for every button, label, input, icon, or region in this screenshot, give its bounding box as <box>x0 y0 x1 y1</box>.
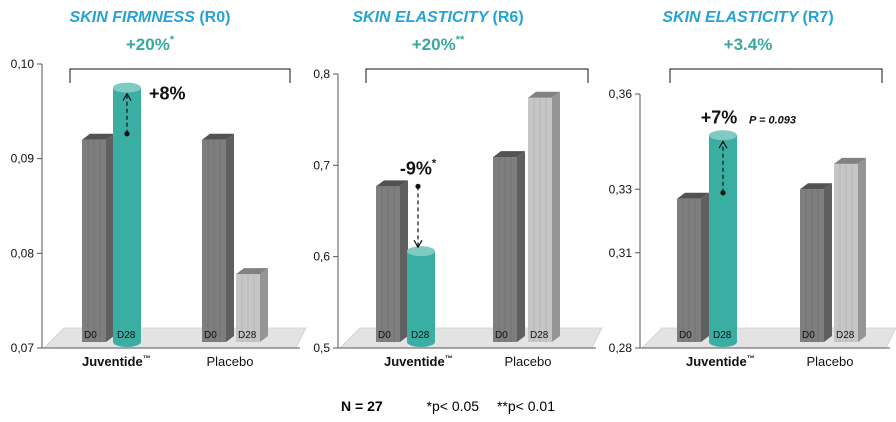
bar-top <box>202 133 234 140</box>
footnote: N = 27 *p< 0.05 **p< 0.01 <box>0 398 896 414</box>
change-annotation: +7% <box>701 107 738 127</box>
footnote-p01: **p< 0.01 <box>496 398 555 414</box>
bar-label: D28 <box>713 330 732 341</box>
chart-panel-3: SKIN ELASTICITY (R7) +3.4% 0,28 0,31 0,33 0,3… <box>609 9 896 369</box>
chart-title: SKIN FIRMNESS (R0) <box>70 9 231 26</box>
y-tick-label: 0,10 <box>11 57 35 71</box>
group-delta: +20%* <box>126 34 175 54</box>
group-delta-stars: ** <box>456 34 465 46</box>
chart-title-suffix: (R7) <box>803 9 834 26</box>
footnote-n: N = 27 <box>341 398 383 414</box>
bar-top <box>82 133 114 140</box>
category-label: Placebo <box>207 354 254 369</box>
trademark: ™ <box>747 354 755 363</box>
chart-panel-1: SKIN FIRMNESS (R0) +20%* 0,07 0,08 0,09 0,10 D… <box>11 9 307 369</box>
chart-panel-2: SKIN ELASTICITY (R6) +20%** 0,5 0,6 0,7 0,8 D0… <box>313 9 603 369</box>
bar-side <box>824 183 832 342</box>
bar-label: D0 <box>495 330 508 341</box>
category-label: Juventide™ <box>384 354 453 369</box>
change-annotation: -9%* <box>400 157 437 178</box>
bar-side <box>226 133 234 342</box>
bar-top <box>407 246 435 257</box>
arrow-head <box>413 239 423 249</box>
bar-label: D28 <box>836 330 855 341</box>
bar-label: D28 <box>411 330 430 341</box>
bar-side <box>260 268 268 342</box>
arrow-head <box>718 140 728 149</box>
y-tick-label: 0,09 <box>11 152 35 166</box>
chart-title: SKIN ELASTICITY (R6) <box>352 9 523 26</box>
category-label: Juventide™ <box>686 354 755 369</box>
bar-side <box>400 180 408 342</box>
bar-top <box>677 192 709 199</box>
bar-label: D28 <box>530 330 549 341</box>
arrow-head <box>122 92 132 101</box>
bar-base <box>407 337 435 347</box>
group-delta-stars: * <box>170 34 175 46</box>
chart-title: SKIN ELASTICITY (R7) <box>662 9 833 26</box>
bar-label: D0 <box>802 330 815 341</box>
bar-top <box>800 183 832 190</box>
bar <box>407 251 435 342</box>
y-tick-label: 0,7 <box>313 158 330 172</box>
bar-label: D28 <box>117 330 136 341</box>
footnote-p05: *p< 0.05 <box>426 398 480 414</box>
trademark: ™ <box>445 354 453 363</box>
trademark: ™ <box>143 354 151 363</box>
significance-bracket <box>69 68 291 83</box>
bar-top <box>528 91 560 98</box>
y-tick-label: 0,07 <box>11 341 35 355</box>
chart-title-main: SKIN ELASTICITY <box>662 9 802 26</box>
y-tick-label: 0,6 <box>313 250 330 264</box>
bar-side <box>701 192 709 342</box>
y-tick-label: 0,08 <box>11 246 35 260</box>
bar-top <box>236 268 268 275</box>
p-value-note: P = 0.093 <box>749 114 796 126</box>
y-tick-label: 0,31 <box>609 246 633 260</box>
y-tick-label: 0,33 <box>609 182 633 196</box>
bar-base <box>113 337 141 347</box>
bar-label: D0 <box>378 330 391 341</box>
category-label: Juventide™ <box>82 354 151 369</box>
chart-title-suffix: (R0) <box>199 9 230 26</box>
change-annotation: +8% <box>149 84 186 104</box>
bar-top <box>113 82 141 93</box>
y-tick-label: 0,8 <box>313 67 330 81</box>
annotation-stars: * <box>432 157 437 169</box>
bar-top <box>709 130 737 141</box>
significance-bracket <box>669 68 883 83</box>
category-label: Placebo <box>505 354 552 369</box>
group-delta: +20%** <box>412 34 465 54</box>
category-label: Placebo <box>807 354 854 369</box>
chart-title-main: SKIN FIRMNESS <box>70 9 200 26</box>
y-tick-label: 0,36 <box>609 87 633 101</box>
bar-side <box>858 157 866 342</box>
bar-label: D0 <box>84 330 97 341</box>
chart-title-main: SKIN ELASTICITY <box>352 9 492 26</box>
y-tick-label: 0,5 <box>313 341 330 355</box>
bar <box>709 135 737 342</box>
bar-top <box>493 151 525 158</box>
chart-title-suffix: (R6) <box>493 9 524 26</box>
bar-side <box>106 133 114 342</box>
significance-bracket <box>365 68 589 83</box>
bar-side <box>552 91 560 342</box>
group-delta: +3.4% <box>724 35 773 54</box>
bar-label: D0 <box>204 330 217 341</box>
bar-label: D28 <box>238 330 257 341</box>
bar-label: D0 <box>679 330 692 341</box>
bar-top <box>376 180 408 187</box>
y-tick-label: 0,28 <box>609 341 633 355</box>
bar-side <box>517 151 525 342</box>
bar-base <box>709 337 737 347</box>
bar-top <box>834 157 866 164</box>
